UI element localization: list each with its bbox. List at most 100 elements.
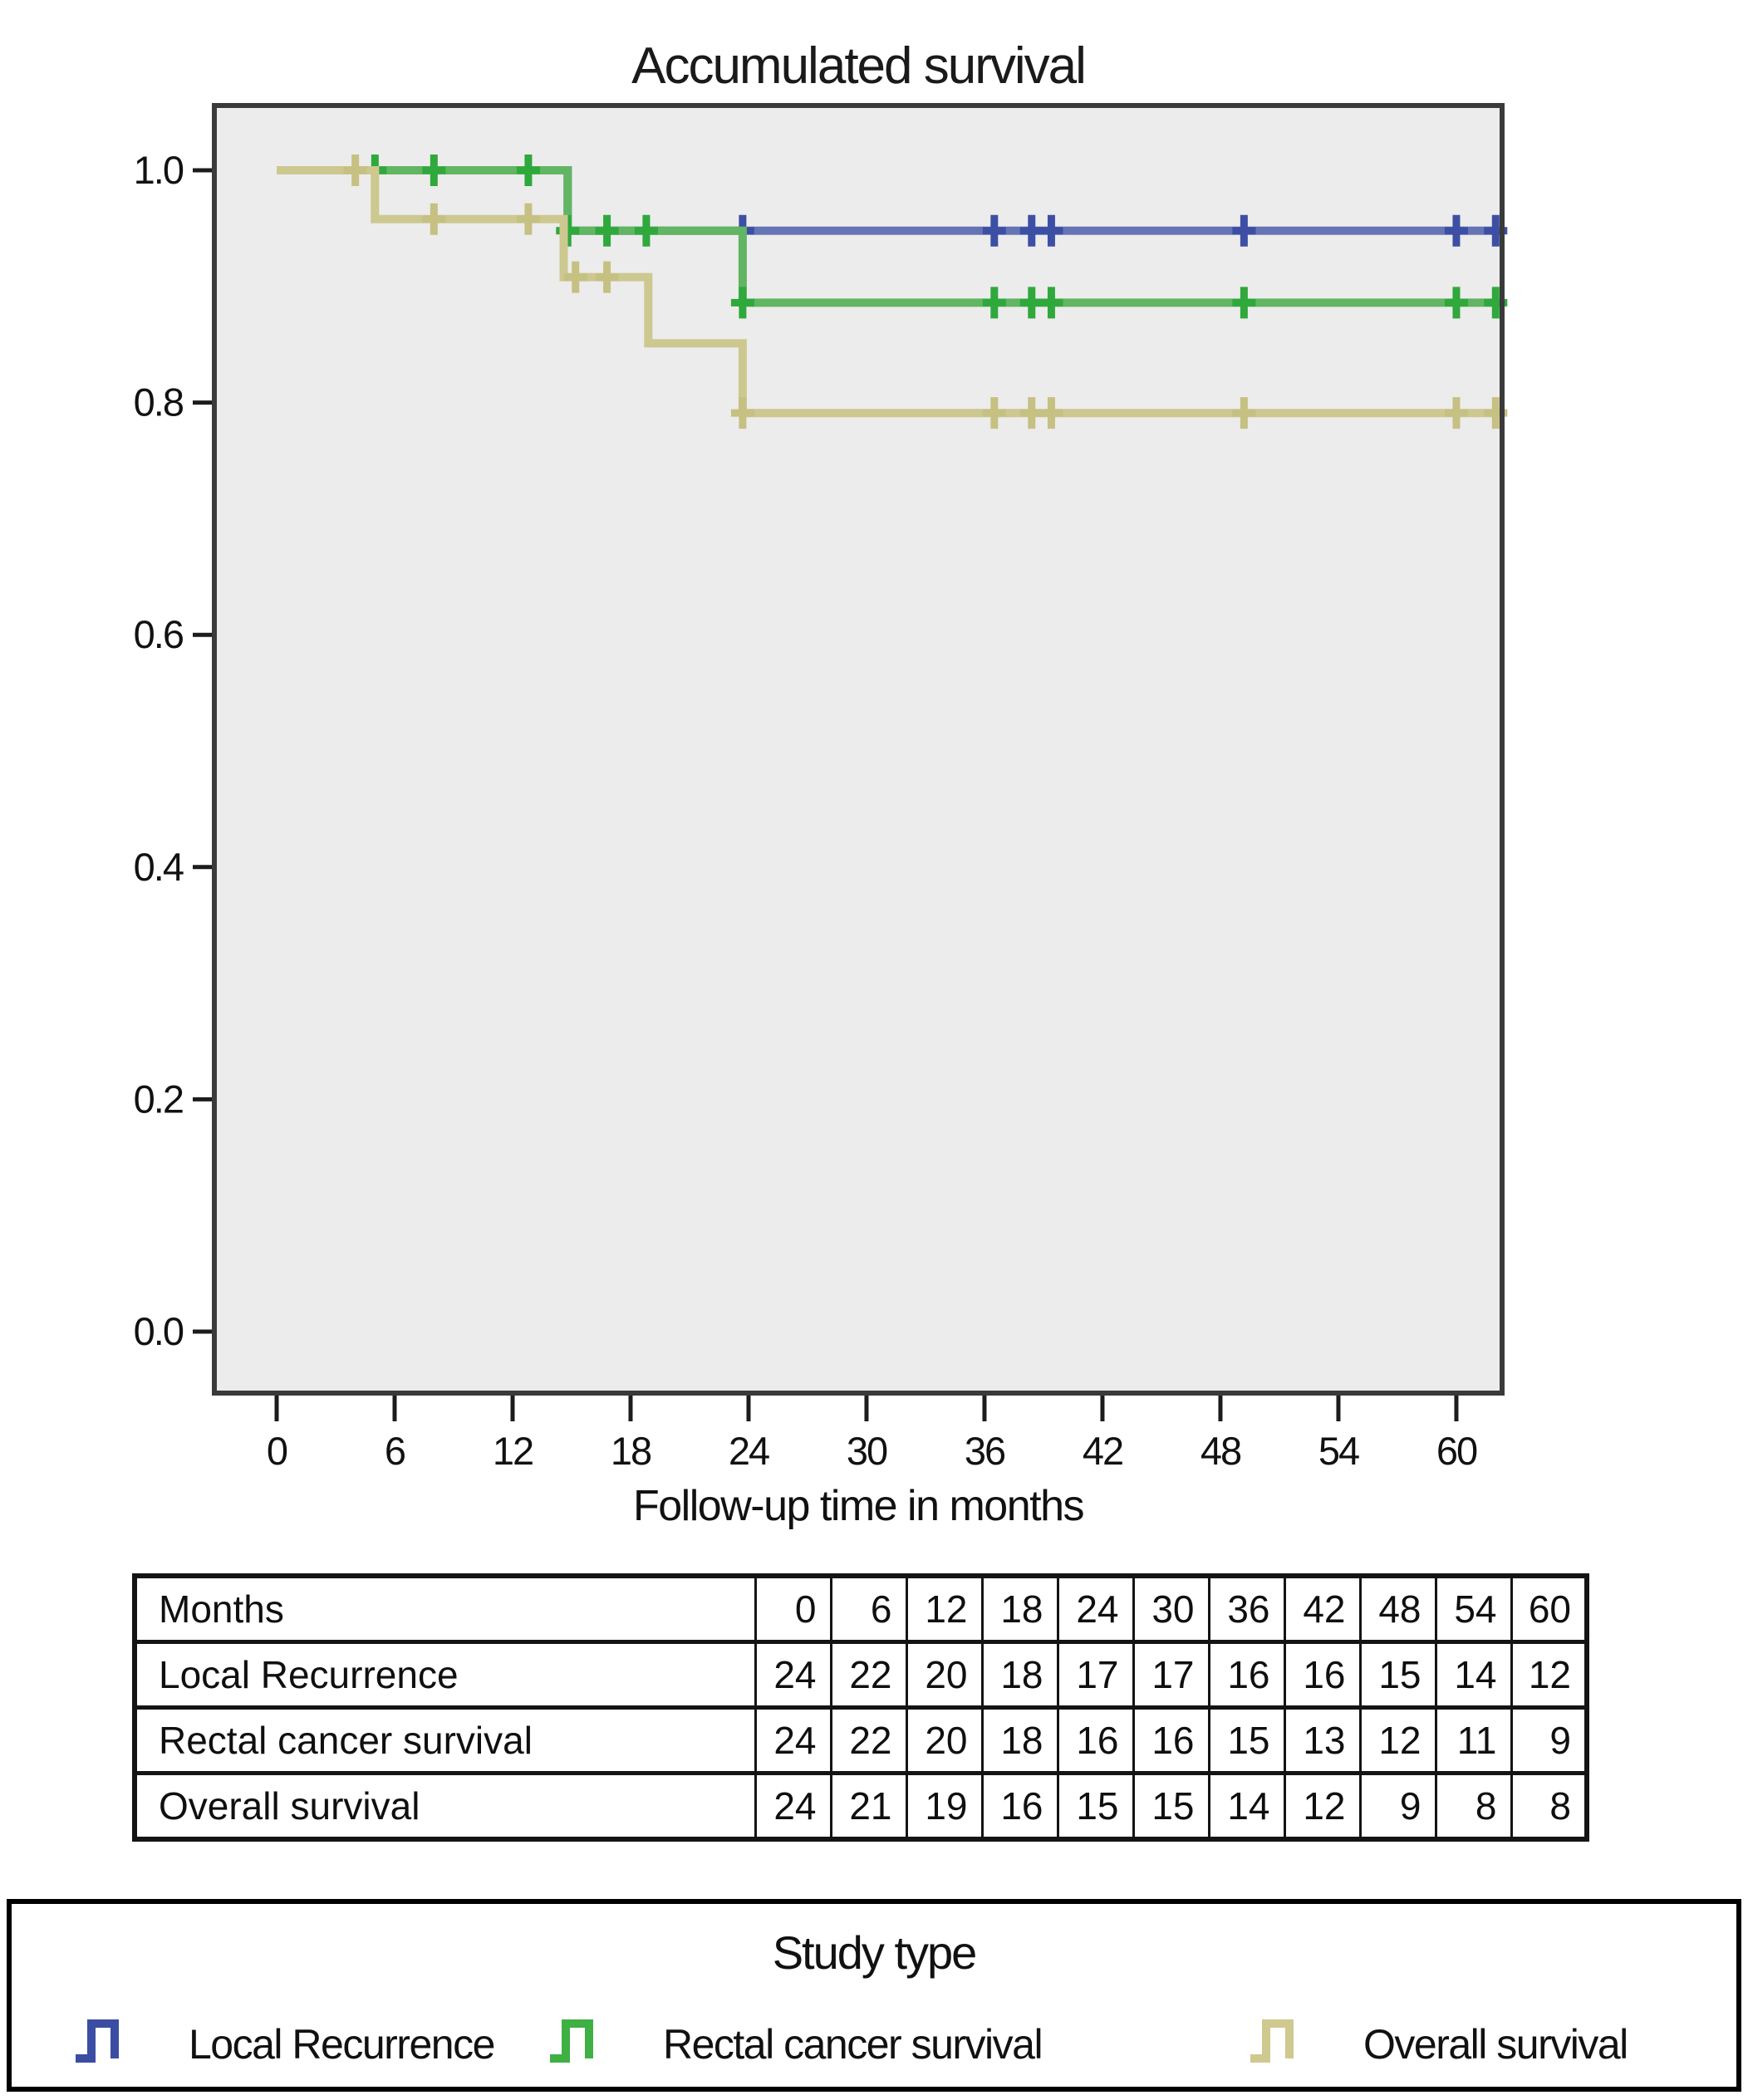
y-tick-label: 1.0 <box>134 148 184 192</box>
risk-cell: 12 <box>1358 1705 1437 1775</box>
risk-label: Overall survival <box>133 1771 757 1842</box>
x-tick-label: 6 <box>385 1429 405 1473</box>
legend-step-icon <box>76 2019 119 2063</box>
risk-header-cell: 42 <box>1283 1573 1362 1644</box>
risk-cell: 8 <box>1434 1771 1513 1842</box>
risk-cell: 17 <box>1132 1640 1210 1710</box>
risk-cell: 9 <box>1510 1705 1588 1775</box>
censor-mark <box>1039 287 1063 319</box>
survival-chart: 0.0 0.2 0.4 0.6 0.8 1.0 0 6 12 18 24 30 36 42 48 54 60 A… <box>134 37 1508 1530</box>
risk-cell: 11 <box>1434 1705 1513 1775</box>
risk-row: Overall survival 24 21 19 16 15 15 14 12 9 8 8 <box>133 1771 1588 1842</box>
censor-mark <box>563 261 587 293</box>
risk-header-cell: 24 <box>1056 1573 1135 1644</box>
risk-cell: 13 <box>1283 1705 1362 1775</box>
risk-header-label: Months <box>133 1573 757 1644</box>
risk-cell: 8 <box>1510 1771 1588 1842</box>
risk-cell: 22 <box>829 1640 908 1710</box>
risk-header-cell: 0 <box>754 1573 832 1644</box>
censor-mark <box>516 155 540 186</box>
censor-mark <box>595 261 619 293</box>
risk-header-cell: 48 <box>1358 1573 1437 1644</box>
y-tick-label: 0.0 <box>134 1309 184 1353</box>
risk-cell: 12 <box>1283 1771 1362 1842</box>
legend-step-icon <box>550 2019 593 2063</box>
number-at-risk-table: Months 0 6 12 18 24 30 36 42 48 54 60 Local Recurren… <box>132 1573 1589 1842</box>
risk-cell: 16 <box>1132 1705 1210 1775</box>
risk-cell: 17 <box>1056 1640 1135 1710</box>
legend-box: Study type Local Recurrence Rectal cancer… <box>7 1899 1741 2092</box>
risk-cell: 20 <box>905 1705 984 1775</box>
risk-cell: 22 <box>829 1705 908 1775</box>
risk-header-cell: 30 <box>1132 1573 1210 1644</box>
risk-cell: 18 <box>980 1640 1059 1710</box>
legend-entry-label: Local Recurrence <box>189 2021 495 2068</box>
censor-mark <box>1232 214 1256 247</box>
risk-header-cell: 6 <box>829 1573 908 1644</box>
censor-mark <box>982 214 1006 247</box>
risk-label: Rectal cancer survival <box>133 1705 757 1775</box>
risk-cell: 24 <box>754 1640 832 1710</box>
risk-cell: 16 <box>1207 1640 1286 1710</box>
censor-mark <box>1019 214 1043 247</box>
censor-mark <box>1039 397 1063 429</box>
x-tick-label: 12 <box>493 1429 533 1473</box>
y-tick-label: 0.8 <box>134 380 184 424</box>
risk-cell: 15 <box>1358 1640 1437 1710</box>
censor-mark <box>634 214 658 247</box>
censor-mark <box>730 397 754 429</box>
axis-ticks: 0.0 0.2 0.4 0.6 0.8 1.0 0 6 12 18 24 30 36 42 48 54 60 <box>134 148 1479 1473</box>
risk-cell: 21 <box>829 1771 908 1842</box>
plot-area <box>214 105 1502 1393</box>
censor-mark <box>1232 397 1256 429</box>
x-tick-label: 36 <box>965 1429 1005 1473</box>
censor-mark <box>1019 397 1043 429</box>
censor-mark <box>1039 214 1063 247</box>
risk-cell: 15 <box>1132 1771 1210 1842</box>
legend-entry-label: Rectal cancer survival <box>663 2021 1043 2068</box>
censor-mark <box>422 203 446 235</box>
risk-label: Local Recurrence <box>133 1640 757 1710</box>
risk-cell: 14 <box>1434 1640 1513 1710</box>
censor-mark <box>1444 287 1468 319</box>
censor-mark <box>1444 214 1468 247</box>
y-tick-label: 0.4 <box>134 845 184 889</box>
censor-mark <box>343 155 367 186</box>
plot-frame <box>212 103 1505 1396</box>
risk-cell: 15 <box>1207 1705 1286 1775</box>
chart-title: Accumulated survival <box>631 37 1085 95</box>
risk-header-row: Months 0 6 12 18 24 30 36 42 48 54 60 <box>133 1573 1588 1644</box>
risk-cell: 12 <box>1510 1640 1588 1710</box>
x-tick-label: 60 <box>1436 1429 1477 1473</box>
risk-header-cell: 54 <box>1434 1573 1513 1644</box>
censor-mark <box>1232 287 1256 319</box>
censor-mark <box>516 203 540 235</box>
legend-title: Study type <box>772 1926 978 1979</box>
risk-header-cell: 60 <box>1510 1573 1588 1644</box>
risk-cell: 15 <box>1056 1771 1135 1842</box>
legend-step-icon <box>1250 2019 1294 2063</box>
risk-cell: 16 <box>980 1771 1059 1842</box>
censor-mark <box>982 397 1006 429</box>
censor-mark <box>1444 397 1468 429</box>
x-tick-label: 0 <box>267 1429 287 1473</box>
x-tick-label: 30 <box>847 1429 887 1473</box>
x-axis-title: Follow-up time in months <box>633 1482 1083 1530</box>
risk-cell: 16 <box>1283 1640 1362 1710</box>
risk-cell: 24 <box>754 1771 832 1842</box>
risk-cell: 16 <box>1056 1705 1135 1775</box>
x-tick-label: 18 <box>611 1429 651 1473</box>
x-tick-label: 48 <box>1201 1429 1241 1473</box>
censor-mark <box>982 287 1006 319</box>
risk-row: Rectal cancer survival 24 22 20 18 16 16 15 13 12… <box>133 1705 1588 1775</box>
censor-mark <box>730 287 754 319</box>
x-tick-label: 54 <box>1318 1429 1359 1473</box>
censor-mark <box>1019 287 1043 319</box>
risk-header-cell: 18 <box>980 1573 1059 1644</box>
y-tick-label: 0.2 <box>134 1077 183 1121</box>
x-tick-label: 42 <box>1083 1429 1122 1473</box>
risk-header-cell: 12 <box>905 1573 984 1644</box>
risk-cell: 14 <box>1207 1771 1286 1842</box>
risk-row: Local Recurrence 24 22 20 18 17 17 16 16 15 14 12 <box>133 1640 1588 1710</box>
